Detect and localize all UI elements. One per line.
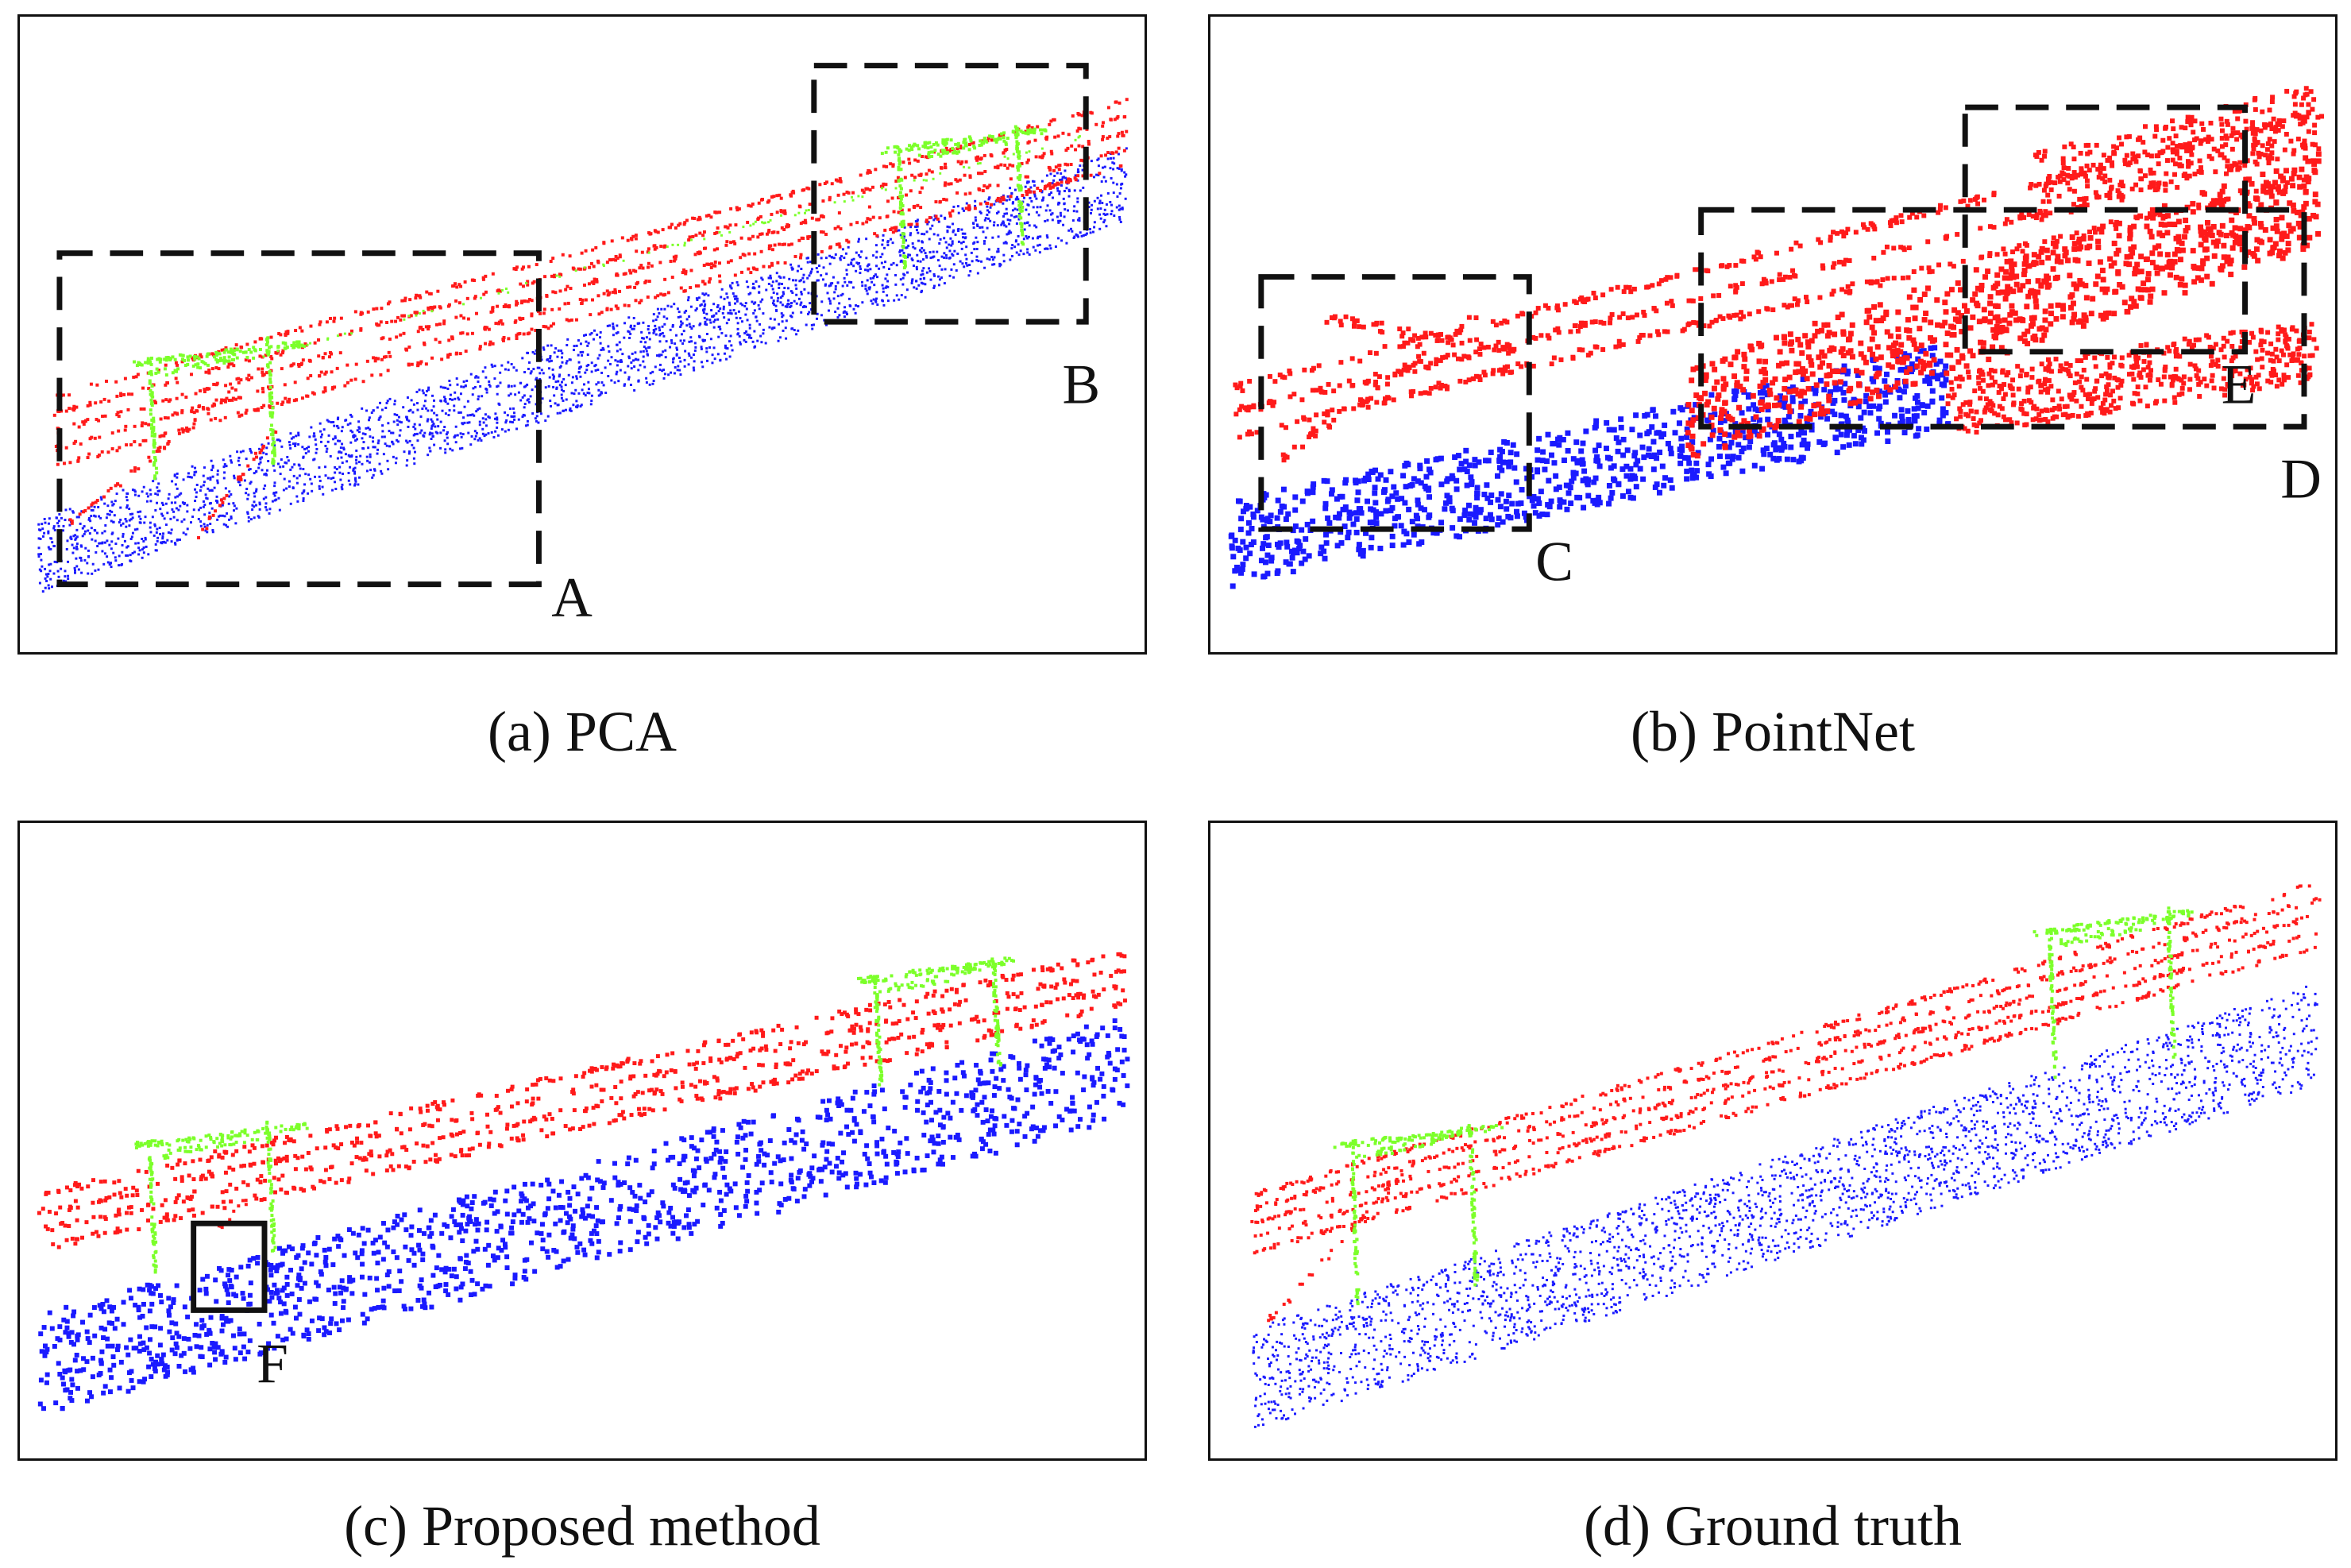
region-label-d: D bbox=[2280, 447, 2322, 510]
region-label-f: F bbox=[257, 1333, 288, 1396]
point-cloud-proposed: F bbox=[37, 952, 1130, 1412]
region-label-b: B bbox=[1062, 353, 1100, 415]
caption-ground-truth: (d) Ground truth bbox=[1584, 1494, 1962, 1558]
region-box-b bbox=[811, 63, 1089, 325]
panel-pointnet: C D E bbox=[1208, 14, 2337, 655]
caption-proposed-method: (c) Proposed method bbox=[344, 1494, 820, 1558]
region-box-d bbox=[1698, 207, 2307, 430]
point-cloud-pca: A B bbox=[37, 63, 1129, 628]
region-box-a bbox=[56, 250, 542, 588]
caption-pointnet: (b) PointNet bbox=[1631, 700, 1915, 763]
caption-pca: (a) PCA bbox=[488, 700, 677, 763]
point-cloud-ground-truth bbox=[1250, 884, 2322, 1428]
region-label-a: A bbox=[551, 566, 593, 628]
point-cloud-pointnet: C D E bbox=[1228, 86, 2324, 593]
panel-ground-truth bbox=[1208, 821, 2337, 1461]
region-label-c: C bbox=[1535, 531, 1573, 593]
panel-pca: A B bbox=[17, 14, 1147, 655]
region-label-e: E bbox=[2222, 353, 2256, 415]
region-box-f bbox=[191, 1220, 268, 1313]
panel-proposed-method: F bbox=[17, 821, 1147, 1461]
region-box-e bbox=[1962, 104, 2249, 355]
